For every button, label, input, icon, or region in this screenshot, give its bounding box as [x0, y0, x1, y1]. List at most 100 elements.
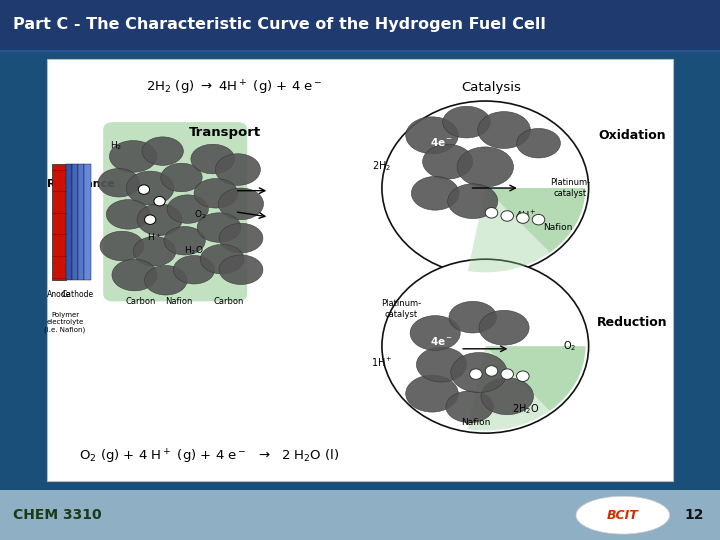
Bar: [0, 535, 720, 538]
Bar: [47, 59, 673, 481]
Bar: [84, 164, 91, 280]
Bar: [0, 535, 720, 537]
Ellipse shape: [98, 168, 140, 197]
Bar: [0, 536, 720, 538]
Bar: [0, 536, 720, 539]
Bar: [0, 536, 720, 539]
Bar: [0, 536, 720, 539]
Bar: [0, 537, 720, 539]
Bar: [0, 536, 720, 539]
Bar: [0, 537, 720, 540]
FancyBboxPatch shape: [103, 122, 247, 301]
Bar: [0, 535, 720, 538]
Bar: [0, 537, 720, 539]
Circle shape: [145, 215, 156, 225]
Bar: [0, 536, 720, 539]
Bar: [0, 536, 720, 539]
Bar: [0, 536, 720, 538]
Wedge shape: [485, 346, 585, 411]
Bar: [0, 536, 720, 538]
Bar: [0, 535, 720, 538]
Bar: [0, 536, 720, 539]
Bar: [0, 536, 720, 539]
Bar: [0, 537, 720, 540]
Wedge shape: [468, 188, 550, 272]
Bar: [0, 536, 720, 538]
Circle shape: [501, 211, 513, 221]
Text: Transport: Transport: [189, 126, 261, 139]
Text: Part C - The Characteristic Curve of the Hydrogen Fuel Cell: Part C - The Characteristic Curve of the…: [13, 17, 546, 32]
Bar: [0, 537, 720, 539]
Text: Platinum-
catalyst: Platinum- catalyst: [381, 299, 420, 319]
Circle shape: [382, 259, 589, 433]
Bar: [0, 537, 720, 539]
Bar: [0, 535, 720, 538]
Text: H$_2$O: H$_2$O: [184, 245, 204, 258]
Bar: [0, 535, 720, 538]
Bar: [0, 535, 720, 538]
Bar: [0, 537, 720, 539]
Bar: [0, 536, 720, 538]
Bar: [0, 536, 720, 539]
Bar: [0, 537, 720, 539]
Ellipse shape: [194, 179, 238, 208]
Bar: [0, 536, 720, 538]
Bar: [0, 536, 720, 539]
Bar: [0, 535, 720, 538]
Bar: [0, 535, 720, 538]
Text: H$_2$: H$_2$: [109, 139, 122, 152]
Bar: [0, 535, 720, 537]
Bar: [0, 535, 720, 538]
Bar: [0, 536, 720, 539]
Bar: [0, 535, 720, 537]
Text: BCIT: BCIT: [607, 509, 639, 522]
Text: Oxidation: Oxidation: [598, 129, 666, 142]
Ellipse shape: [107, 200, 150, 229]
Text: 2H$_2$ (g) $\rightarrow$ 4H$^+$ (g) + 4 e$^-$: 2H$_2$ (g) $\rightarrow$ 4H$^+$ (g) + 4 …: [146, 79, 323, 97]
Ellipse shape: [446, 391, 493, 423]
Bar: [0, 537, 720, 540]
Bar: [0, 537, 720, 540]
Bar: [0, 490, 720, 540]
Circle shape: [501, 369, 513, 380]
Bar: [0, 535, 720, 537]
Bar: [0, 537, 720, 539]
Bar: [0, 535, 720, 538]
Bar: [0, 537, 720, 540]
Text: 2H$_2$O: 2H$_2$O: [513, 402, 540, 416]
Bar: [0, 537, 720, 540]
Text: O$_2$: O$_2$: [563, 339, 577, 353]
Bar: [0, 537, 720, 539]
Ellipse shape: [142, 137, 184, 165]
Text: 2H$_2$: 2H$_2$: [372, 159, 392, 173]
Bar: [0, 537, 720, 539]
Bar: [0, 537, 720, 540]
Ellipse shape: [137, 204, 182, 235]
Bar: [0, 536, 720, 538]
Bar: [0, 535, 720, 538]
Circle shape: [516, 213, 529, 224]
Bar: [0, 535, 720, 538]
Bar: [0, 535, 720, 538]
Bar: [0, 536, 720, 539]
Bar: [0, 535, 720, 538]
Bar: [0, 537, 720, 539]
Bar: [0, 537, 720, 539]
Bar: [0, 537, 720, 539]
Bar: [0, 536, 720, 538]
Text: 4e$^-$: 4e$^-$: [430, 335, 453, 347]
Bar: [0, 536, 720, 539]
Bar: [0, 535, 720, 538]
Bar: [0, 535, 720, 537]
Ellipse shape: [449, 301, 497, 333]
Bar: [0, 537, 720, 539]
Ellipse shape: [423, 144, 473, 179]
Circle shape: [485, 366, 498, 376]
Text: Polymer
electrolyte
(i.e. Nafion): Polymer electrolyte (i.e. Nafion): [45, 312, 86, 333]
Bar: [0, 536, 720, 538]
Bar: [0, 535, 720, 538]
Bar: [0, 536, 720, 539]
Bar: [0, 536, 720, 539]
Bar: [0, 535, 720, 538]
Ellipse shape: [215, 154, 261, 185]
